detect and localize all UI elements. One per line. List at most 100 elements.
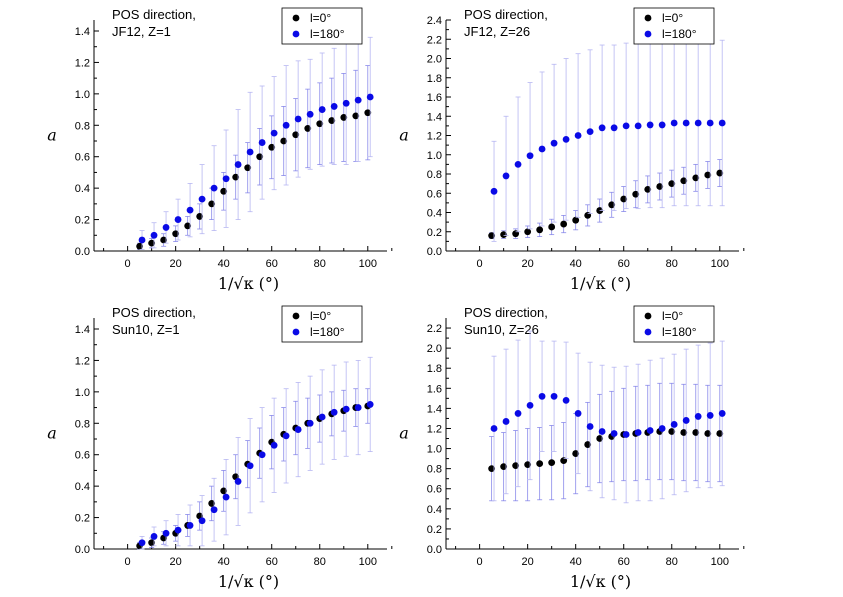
data-point [304,125,312,132]
data-point [246,462,254,470]
data-point [318,413,326,421]
y-tick-label: 0.0 [75,544,90,556]
data-point [572,216,580,224]
y-tick-label: 1.6 [427,92,442,104]
data-point [598,428,606,435]
data-point [318,106,326,113]
legend: l=0° l=180° [281,7,363,45]
legend-marker [644,14,652,22]
data-point [280,137,288,145]
y-tick-label: 1.4 [427,111,442,123]
y-tick-label: 1.4 [75,324,90,336]
y-tick-label: 1.2 [75,355,90,367]
data-point [340,114,348,121]
data-point [536,460,544,468]
data-point [268,143,276,151]
panel-annotation: JF12, Z=26 [464,24,530,39]
x-tick-label: 40 [218,258,230,270]
chart-panel-1: 0.0 0.2 0.4 0.6 0.8 1.0 1.2 1.4 0 20 40 60 80 100 a 1/√… [47,7,393,293]
y-tick-label: 1.0 [75,89,90,101]
data-point [680,429,688,436]
data-point [550,139,558,147]
y-tick-label: 0.2 [427,524,442,536]
panel-annotation: Sun10, Z=26 [464,322,539,337]
data-point [644,186,652,193]
legend-marker [292,14,300,22]
series-2 [138,36,374,250]
data-point [548,459,556,467]
legend: l=0° l=180° [281,305,363,343]
x-tick-label: 40 [218,556,230,568]
data-point [718,410,726,417]
x-tick-label: 60 [618,556,630,568]
data-point [622,431,630,438]
data-point [150,533,158,540]
legend-entry: l=0° [310,11,331,25]
legend-box [281,7,363,45]
legend-entry: l=180° [310,325,345,339]
y-tick-label: 0.8 [427,464,442,476]
data-point [622,122,630,130]
legend-entry: l=180° [662,325,697,339]
x-tick-label: 60 [266,258,278,270]
data-point [682,119,690,127]
data-point [292,131,300,139]
y-tick-label: 1.6 [427,383,442,395]
series-1 [488,159,724,240]
x-tick-label: 20 [170,258,182,270]
data-point [658,425,666,432]
y-tick-label: 0.0 [427,544,442,556]
data-point [342,99,350,107]
series-2 [138,356,374,550]
x-axis-label: 1/√κ (°) [218,572,279,591]
data-point [680,177,688,185]
legend-box [281,305,363,343]
data-point [692,174,700,182]
x-tick-label: 80 [314,258,326,270]
data-point [234,478,242,485]
data-point [668,428,676,435]
data-point [162,224,170,231]
data-point [646,427,654,434]
data-point [706,412,714,419]
data-point [150,231,158,239]
data-point [694,119,702,127]
data-point [670,119,678,127]
data-point [490,425,498,432]
x-axis-label: 1/√κ (°) [218,274,279,293]
data-point [488,232,496,240]
legend-entry: l=0° [662,309,683,323]
y-tick-label: 0.4 [75,183,90,195]
legend-marker [644,30,652,38]
y-axis-label: a [47,126,57,145]
legend-marker [644,328,652,336]
data-point [186,522,194,529]
y-tick-label: 0.6 [75,450,90,462]
x-tick-label: 100 [711,556,729,568]
y-tick-label: 1.0 [75,387,90,399]
data-point [586,128,594,136]
data-point [608,201,616,209]
data-point [548,223,556,231]
data-point [258,139,266,146]
legend-marker [292,312,300,320]
data-point [270,441,278,449]
data-point [634,122,642,130]
chart-panel-3: 0.0 0.2 0.4 0.6 0.8 1.0 1.2 1.4 0 20 40 60 80 100 a 1/√… [47,305,393,591]
data-point [538,145,546,153]
legend-entry: l=180° [310,27,345,41]
data-point [330,103,338,110]
data-point [270,129,278,137]
y-tick-label: 0.4 [427,208,442,220]
legend-box [633,305,715,343]
y-tick-label: 0.4 [427,504,442,516]
series-2 [490,39,726,242]
data-point [574,410,582,417]
data-point [138,539,146,547]
data-point [234,161,242,168]
y-tick-label: 0.4 [75,481,90,493]
panel-annotation: JF12, Z=1 [112,24,171,39]
data-point [524,228,532,236]
x-tick-label: 100 [359,556,377,568]
